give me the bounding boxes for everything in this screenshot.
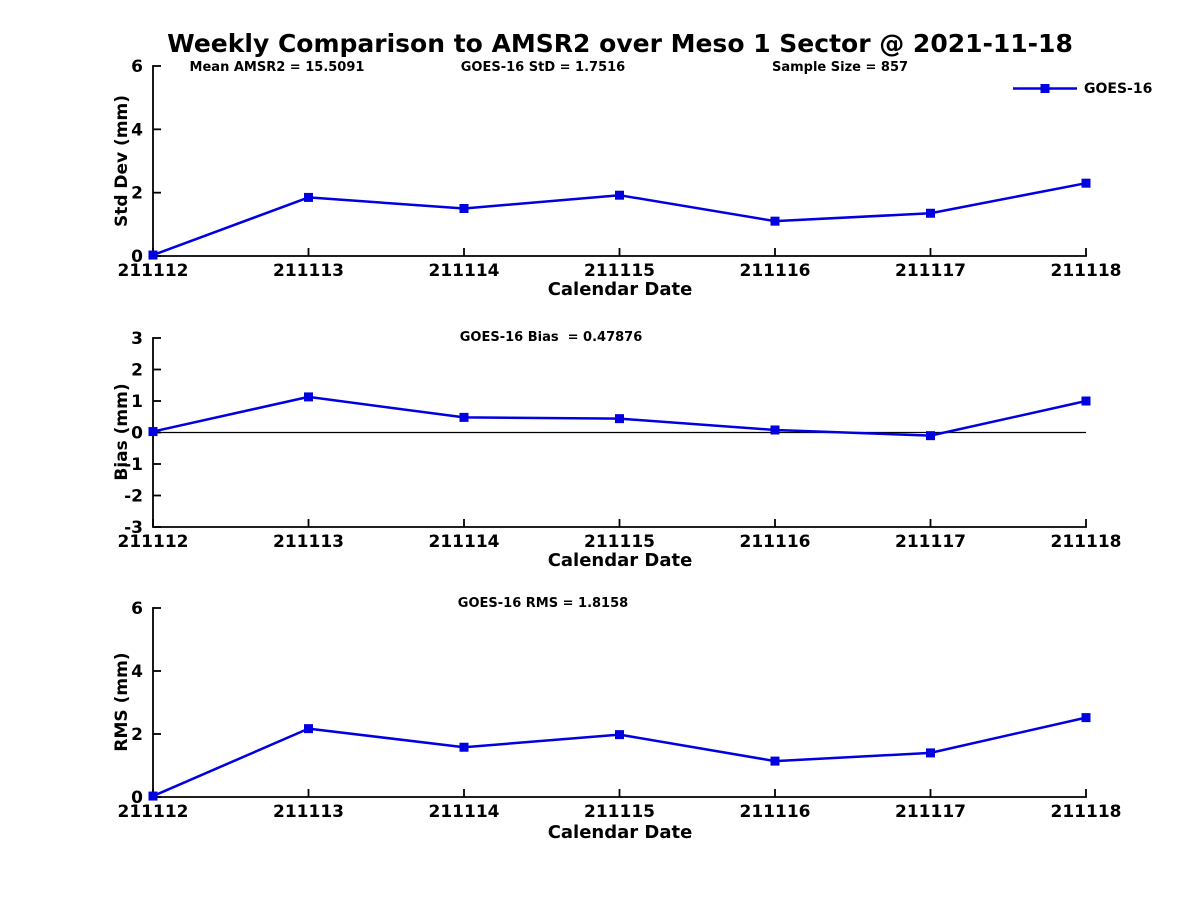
y-tick-label: 1 xyxy=(131,392,143,412)
x-tick-label: 211115 xyxy=(584,261,655,281)
series-line-rms xyxy=(152,716,1087,798)
x-tick-label: 211112 xyxy=(118,261,189,281)
x-tick-label: 211117 xyxy=(895,532,966,552)
x-tick-label: 211113 xyxy=(273,802,344,822)
annotation-goes16-bias: GOES-16 Bias = 0.47876 xyxy=(459,330,643,345)
data-point xyxy=(459,412,469,422)
x-tick-label: 211113 xyxy=(273,532,344,552)
x-tick-label: 211115 xyxy=(584,802,655,822)
x-tick-label: 211114 xyxy=(429,261,500,281)
axis-std-dev xyxy=(152,65,1087,257)
y-tick-label: 3 xyxy=(131,329,143,349)
x-axis-label-2: Calendar Date xyxy=(547,550,693,571)
data-point xyxy=(770,425,780,435)
y-tick-label: 0 xyxy=(131,788,143,808)
x-tick-label: 211112 xyxy=(118,532,189,552)
y-tick-label: -2 xyxy=(124,487,143,507)
data-point xyxy=(459,204,469,213)
annotation-goes16-rms: GOES-16 RMS = 1.8158 xyxy=(457,596,629,611)
y-tick-label: -1 xyxy=(124,455,143,475)
x-tick-label: 211112 xyxy=(118,802,189,822)
x-tick-label: 211117 xyxy=(895,261,966,281)
y-tick-label: 4 xyxy=(131,662,143,682)
x-tick-label: 211118 xyxy=(1051,532,1122,552)
data-point xyxy=(148,791,158,801)
x-tick-label: 211117 xyxy=(895,802,966,822)
x-tick-label: 211118 xyxy=(1051,802,1122,822)
y-tick-label: -3 xyxy=(124,518,143,538)
y-axis-label-bias: Bias (mm) xyxy=(112,383,132,481)
data-point xyxy=(926,748,935,758)
axis-rms xyxy=(152,607,1087,798)
data-point xyxy=(770,216,780,226)
data-point xyxy=(926,208,935,218)
data-point xyxy=(926,431,935,441)
legend: GOES-16 xyxy=(1013,80,1152,97)
x-tick-label: 211115 xyxy=(584,532,655,552)
y-tick-label: 0 xyxy=(131,247,143,267)
y-axis-label-rms: RMS (mm) xyxy=(112,652,132,752)
annotation-mean-amsr2: Mean AMSR2 = 15.5091 xyxy=(189,60,365,75)
legend-swatch xyxy=(1013,84,1077,93)
data-point xyxy=(459,742,469,752)
data-point xyxy=(304,392,313,402)
y-tick-label: 2 xyxy=(131,725,143,745)
y-tick-label: 2 xyxy=(131,184,143,204)
data-point xyxy=(304,724,313,734)
y-tick-label: 2 xyxy=(131,361,143,381)
data-point xyxy=(615,190,624,200)
x-tick-label: 211118 xyxy=(1051,261,1122,281)
figure-title: Weekly Comparison to AMSR2 over Meso 1 S… xyxy=(167,29,1073,58)
data-point xyxy=(1081,713,1091,723)
x-axis-label-3: Calendar Date xyxy=(547,822,693,843)
data-point xyxy=(304,192,313,202)
data-point xyxy=(148,250,158,260)
data-point xyxy=(1081,396,1091,406)
annotation-sample-size: Sample Size = 857 xyxy=(771,60,909,75)
x-tick-label: 211113 xyxy=(273,261,344,281)
y-tick-label: 6 xyxy=(131,57,143,77)
legend-label: GOES-16 xyxy=(1084,80,1153,97)
data-point xyxy=(770,756,780,766)
x-axis-label-1: Calendar Date xyxy=(547,279,693,300)
y-axis-label-std-dev: Std Dev (mm) xyxy=(112,94,132,228)
legend-marker-icon xyxy=(1040,84,1050,93)
data-point xyxy=(615,730,624,740)
x-tick-label: 211116 xyxy=(740,261,811,281)
data-point xyxy=(148,427,158,437)
x-tick-label: 211116 xyxy=(740,532,811,552)
data-point xyxy=(1081,178,1091,188)
x-tick-label: 211116 xyxy=(740,802,811,822)
x-tick-label: 211114 xyxy=(429,802,500,822)
y-tick-label: 0 xyxy=(131,424,143,444)
x-tick-label: 211114 xyxy=(429,532,500,552)
annotation-goes16-std: GOES-16 StD = 1.7516 xyxy=(460,60,626,75)
y-tick-label: 4 xyxy=(131,120,143,140)
data-point xyxy=(615,414,624,424)
y-tick-label: 6 xyxy=(131,599,143,619)
